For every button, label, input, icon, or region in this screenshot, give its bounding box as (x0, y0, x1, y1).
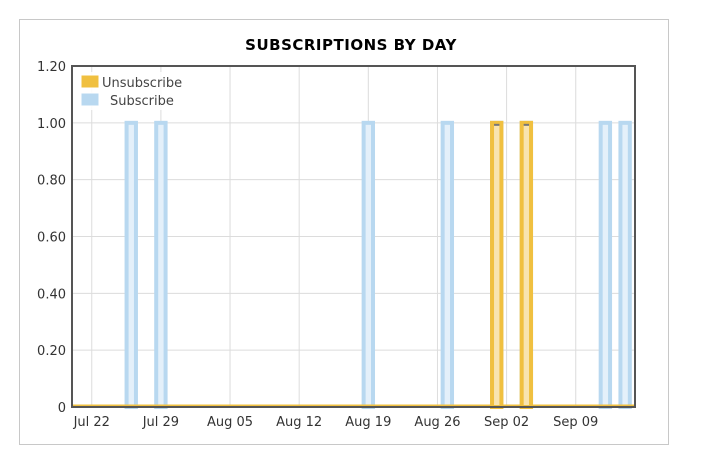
x-tick-label: Sep 09 (553, 415, 598, 430)
x-tick-label: Aug 05 (207, 415, 253, 430)
y-tick-label: 0 (58, 401, 66, 416)
x-tick-label: Aug 12 (276, 415, 322, 430)
legend-swatch-unsubscribe (80, 74, 100, 89)
y-tick-label: 0.60 (37, 231, 66, 246)
legend-label-unsubscribe: Unsubscribe (102, 76, 182, 91)
unsubscribe-spike (519, 120, 534, 409)
unsubscribe-spike (490, 120, 504, 409)
subscribe-spike (361, 120, 376, 409)
y-tick-label: 0.40 (37, 287, 66, 302)
y-tick-label: 1.20 (37, 60, 66, 75)
x-tick-label: Jul 29 (142, 415, 179, 430)
x-tick-label: Sep 02 (484, 415, 529, 430)
subscribe-spike (154, 120, 168, 409)
legend: Unsubscribe Subscribe (78, 72, 184, 110)
x-tick-label: Aug 19 (345, 415, 391, 430)
legend-label-subscribe: Subscribe (110, 94, 174, 109)
subscribe-spike (618, 120, 632, 409)
legend-swatch-subscribe (80, 92, 100, 107)
y-tick-label: 0.80 (37, 174, 66, 189)
series-layer (72, 120, 635, 409)
subscribe-spike (440, 120, 455, 409)
chart-title: SUBSCRIPTIONS BY DAY (245, 36, 457, 54)
subscribe-spike (124, 120, 138, 409)
y-tick-label: 0.20 (37, 344, 66, 359)
x-tick-label: Aug 26 (414, 415, 460, 430)
plot-border (71, 65, 636, 408)
y-tick-label: 1.00 (37, 117, 66, 132)
x-tick-label: Jul 22 (73, 415, 110, 430)
subscribe-spike (598, 120, 613, 409)
axis-layer: 0 0.20 0.40 0.60 0.80 1.00 1.20 Jul 22 Jul 29 Aug… (37, 60, 598, 430)
